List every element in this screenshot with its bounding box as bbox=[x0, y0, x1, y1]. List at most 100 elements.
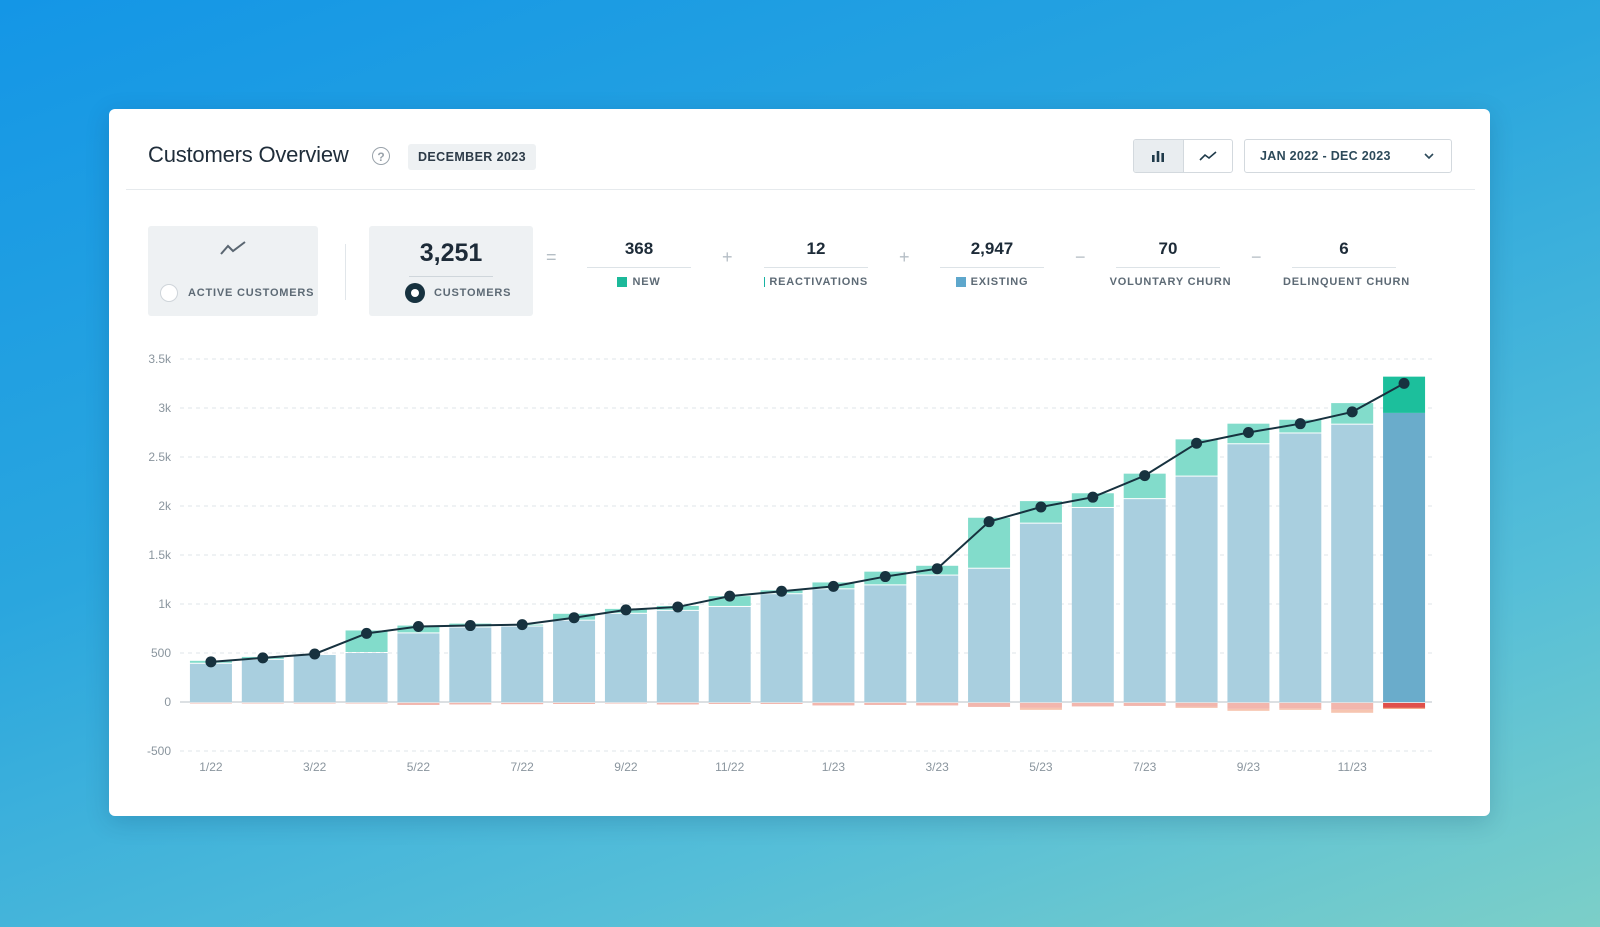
bar-voluntary-churn bbox=[449, 703, 492, 705]
bar-existing bbox=[1019, 523, 1062, 702]
bar-voluntary-churn bbox=[1331, 703, 1374, 710]
bar-existing bbox=[760, 594, 803, 702]
active-customers-radio[interactable] bbox=[160, 284, 178, 302]
customers-point bbox=[827, 580, 839, 592]
page-title: Customers Overview bbox=[148, 142, 349, 167]
x-tick-label: 1/22 bbox=[199, 760, 223, 774]
bar-voluntary-churn bbox=[553, 703, 596, 704]
bar-existing bbox=[241, 659, 284, 702]
customers-point bbox=[464, 620, 476, 632]
bar-existing bbox=[189, 663, 232, 702]
metric-value: 2,947 bbox=[970, 239, 1014, 258]
bar-chart-icon bbox=[1152, 151, 1165, 162]
metric-new[interactable]: 368 NEW bbox=[587, 237, 691, 288]
bar-existing bbox=[1331, 424, 1374, 702]
operator-2: + bbox=[722, 247, 733, 267]
customers-line bbox=[210, 382, 1405, 663]
bar-existing bbox=[449, 627, 492, 702]
customers-overview-card: Customers Overview ? DECEMBER 2023 JAN 2… bbox=[109, 109, 1490, 816]
line-chart-view-button[interactable] bbox=[1184, 140, 1233, 172]
y-tick-label: 3k bbox=[158, 401, 172, 415]
bar-existing bbox=[708, 606, 751, 702]
customers-point bbox=[776, 585, 788, 597]
bar-existing bbox=[656, 610, 699, 702]
bar-voluntary-churn bbox=[1383, 703, 1426, 708]
y-tick-label: 500 bbox=[151, 646, 171, 660]
metric-label-text: VOLUNTARY CHURN bbox=[1109, 276, 1232, 288]
metric-value: 368 bbox=[624, 239, 654, 258]
trend-line-icon bbox=[220, 241, 246, 255]
bar-delinquent-churn bbox=[1383, 707, 1426, 709]
customers-point bbox=[1087, 491, 1099, 503]
bar-existing bbox=[501, 626, 544, 702]
customers-toggle[interactable]: 3,251 CUSTOMERS bbox=[369, 226, 533, 316]
metric-value: 70 bbox=[1158, 239, 1178, 258]
bar-voluntary-churn bbox=[812, 703, 855, 706]
bar-voluntary-churn bbox=[397, 703, 440, 705]
bar-existing bbox=[1279, 433, 1322, 702]
x-tick-label: 1/23 bbox=[822, 760, 846, 774]
bar-voluntary-churn bbox=[1123, 703, 1166, 706]
metric-label: REACTIVATIONS bbox=[764, 276, 868, 288]
date-range-select[interactable]: JAN 2022 - DEC 2023 bbox=[1244, 139, 1452, 173]
bar-voluntary-churn bbox=[708, 703, 751, 704]
metric-label-text: NEW bbox=[632, 276, 661, 288]
metric-existing[interactable]: 2,947 EXISTING bbox=[940, 237, 1044, 288]
bar-voluntary-churn bbox=[1227, 703, 1270, 709]
operator-4: − bbox=[1075, 247, 1086, 267]
date-range-value: JAN 2022 - DEC 2023 bbox=[1260, 149, 1391, 163]
x-tick-label: 7/22 bbox=[511, 760, 535, 774]
active-customers-toggle[interactable]: ACTIVE CUSTOMERS bbox=[148, 226, 318, 316]
line-chart-icon bbox=[1199, 151, 1217, 161]
metric-underline bbox=[587, 267, 691, 268]
customers-point bbox=[1139, 470, 1151, 482]
metric-label-text: EXISTING bbox=[970, 276, 1029, 288]
bar-existing bbox=[553, 620, 596, 702]
bar-voluntary-churn bbox=[916, 703, 959, 706]
metric-label: NEW bbox=[587, 276, 691, 288]
metric-reactivations[interactable]: 12 REACTIVATIONS bbox=[764, 237, 868, 288]
customers-point bbox=[309, 648, 321, 660]
bar-voluntary-churn bbox=[1175, 703, 1218, 707]
customers-point bbox=[568, 612, 580, 624]
operator-3: + bbox=[899, 247, 910, 267]
metric-underline bbox=[940, 267, 1044, 268]
bar-delinquent-churn bbox=[1019, 707, 1062, 710]
bar-voluntary-churn bbox=[501, 703, 544, 705]
customers-point bbox=[620, 604, 632, 616]
x-tick-label: 9/23 bbox=[1237, 760, 1261, 774]
bar-voluntary-churn bbox=[968, 703, 1011, 707]
bar-existing bbox=[812, 589, 855, 702]
bar-existing bbox=[864, 585, 907, 702]
metric-label-text: DELINQUENT CHURN bbox=[1282, 276, 1411, 288]
metric-label: DELINQUENT CHURN bbox=[1283, 276, 1409, 288]
customers-radio[interactable] bbox=[405, 283, 425, 303]
x-tick-label: 7/23 bbox=[1133, 760, 1157, 774]
bar-delinquent-churn bbox=[1331, 709, 1374, 713]
bar-existing bbox=[293, 654, 336, 702]
x-tick-label: 5/23 bbox=[1029, 760, 1053, 774]
bar-existing bbox=[968, 568, 1011, 702]
customers-chart: -500 0 500 1k 1.5k 2k 2.5k 3k 3.5k 1/22 3/22 5/22 7/… bbox=[147, 352, 1432, 774]
card-header: Customers Overview ? DECEMBER 2023 JAN 2… bbox=[109, 109, 1490, 191]
bar-existing bbox=[1071, 507, 1114, 702]
customers-point bbox=[1035, 501, 1047, 513]
customers-label: CUSTOMERS bbox=[434, 287, 512, 299]
y-tick-label: 2.5k bbox=[148, 450, 172, 464]
bar-voluntary-churn bbox=[656, 703, 699, 705]
metric-voluntary-churn[interactable]: 70 VOLUNTARY CHURN bbox=[1110, 237, 1231, 288]
bar-chart-view-button[interactable] bbox=[1134, 140, 1184, 172]
customers-point bbox=[361, 627, 373, 639]
bar-voluntary-churn bbox=[760, 703, 803, 704]
operator-1: = bbox=[546, 247, 557, 267]
bar-delinquent-churn bbox=[1227, 708, 1270, 711]
y-tick-label: 1.5k bbox=[148, 548, 172, 562]
view-toggle bbox=[1133, 139, 1233, 173]
metric-delinquent-churn[interactable]: 6 DELINQUENT CHURN bbox=[1283, 237, 1409, 288]
bar-existing bbox=[1383, 412, 1426, 702]
customers-point bbox=[257, 652, 269, 664]
help-circle-icon[interactable]: ? bbox=[372, 147, 390, 165]
metric-label: EXISTING bbox=[940, 276, 1044, 288]
month-badge: DECEMBER 2023 bbox=[408, 144, 537, 170]
bar-existing bbox=[1175, 476, 1218, 702]
